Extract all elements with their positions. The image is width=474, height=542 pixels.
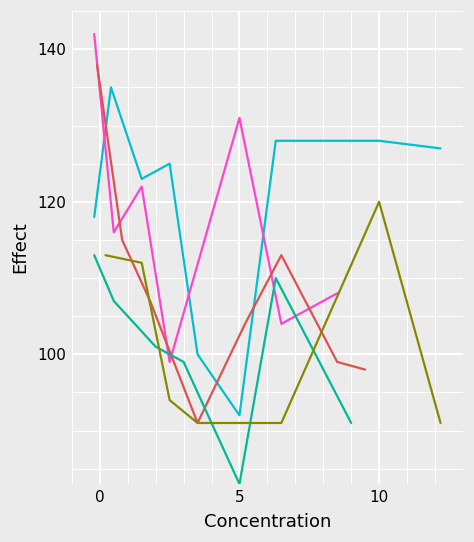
X-axis label: Concentration: Concentration bbox=[204, 513, 331, 531]
Y-axis label: Effect: Effect bbox=[11, 222, 29, 273]
